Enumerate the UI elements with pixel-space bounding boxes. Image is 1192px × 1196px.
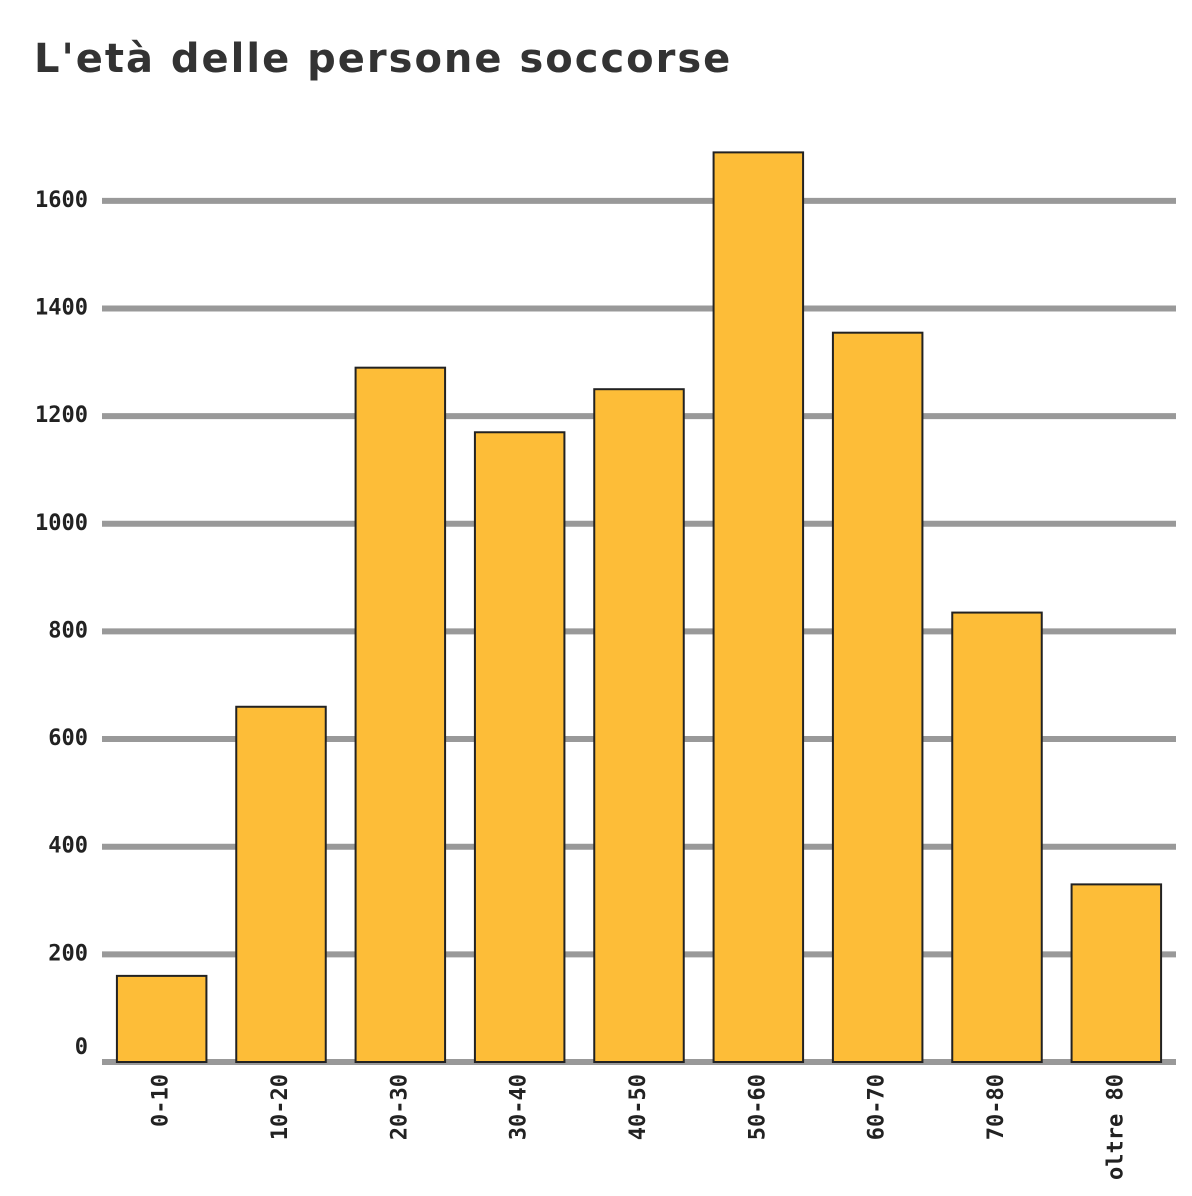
x-tick-label: 50-60: [745, 1074, 770, 1140]
y-tick-label: 1400: [35, 295, 88, 320]
y-tick-label: 800: [48, 618, 88, 643]
bar: [473, 431, 566, 1063]
x-tick-label: 30-40: [507, 1074, 532, 1140]
x-tick-label: 0-10: [149, 1074, 174, 1127]
y-tick-label: 1200: [35, 403, 88, 428]
y-tick-label: 200: [48, 941, 88, 966]
y-tick-label: 0: [75, 1035, 88, 1060]
y-tick-label: 1000: [35, 511, 88, 536]
x-tick-label: 20-30: [387, 1074, 412, 1140]
x-tick-label: 70-80: [984, 1074, 1009, 1140]
bar: [831, 331, 924, 1063]
bar: [712, 151, 805, 1064]
y-tick-label: 1600: [35, 188, 88, 213]
x-tick-label: 10-20: [268, 1074, 293, 1140]
x-tick-label: 60-70: [865, 1074, 890, 1140]
bar: [235, 705, 327, 1063]
x-tick-label: oltre 80: [1103, 1074, 1128, 1180]
bar: [115, 974, 208, 1063]
y-tick-label: 600: [48, 726, 88, 751]
y-tick-label: 400: [48, 834, 88, 859]
bar: [593, 388, 685, 1063]
x-tick-label: 40-50: [626, 1074, 651, 1140]
bar: [354, 366, 447, 1064]
bar: [1070, 883, 1163, 1063]
chart-title: L'età delle persone soccorse: [34, 36, 732, 82]
bar: [951, 611, 1043, 1064]
